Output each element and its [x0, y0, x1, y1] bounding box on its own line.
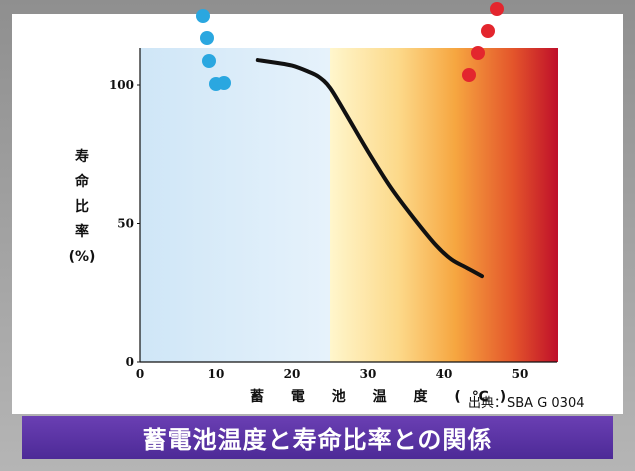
y-axis-label-char: (%) — [68, 249, 96, 265]
x-tick-label: 20 — [284, 367, 301, 381]
x-ticks: 0 10 20 30 40 50 — [136, 367, 529, 381]
y-axis-label-char: 寿 — [75, 149, 89, 165]
y-axis-label-char: 比 — [75, 199, 89, 215]
x-tick-label: 40 — [436, 367, 453, 381]
red-bubble — [490, 2, 504, 16]
series-line — [255, 58, 484, 279]
x-tick-label: 30 — [360, 367, 377, 381]
y-axis-label: 寿命比率 (%) — [64, 145, 100, 270]
blue-bubble — [202, 54, 216, 68]
y-axis-label-char: 命 — [75, 174, 89, 190]
red-bubble — [462, 68, 476, 82]
x-tick-label: 50 — [512, 367, 529, 381]
x-axis-label: 蓄 電 池 温 度 (℃) — [250, 389, 518, 405]
y-tick-label: 100 — [109, 78, 134, 92]
y-tick-label: 50 — [117, 217, 134, 231]
source-note: 出典：SBA G 0304 — [468, 396, 585, 411]
chart-title: 蓄電池温度と寿命比率との関係 — [142, 426, 493, 454]
cool-band — [140, 48, 330, 362]
x-tick-label: 10 — [208, 367, 225, 381]
decor-dots — [196, 2, 504, 91]
y-ticks: 0 50 100 — [109, 78, 140, 369]
blue-bubble — [217, 76, 231, 90]
red-bubble — [481, 24, 495, 38]
blue-bubble — [196, 9, 210, 23]
y-axis-label-char: 率 — [75, 224, 89, 240]
red-bubble — [471, 46, 485, 60]
blue-bubble — [200, 31, 214, 45]
hot-band — [330, 48, 558, 362]
title-bar: 蓄電池温度と寿命比率との関係 — [22, 416, 613, 459]
x-tick-label: 0 — [136, 367, 144, 381]
y-tick-label: 0 — [126, 355, 134, 369]
